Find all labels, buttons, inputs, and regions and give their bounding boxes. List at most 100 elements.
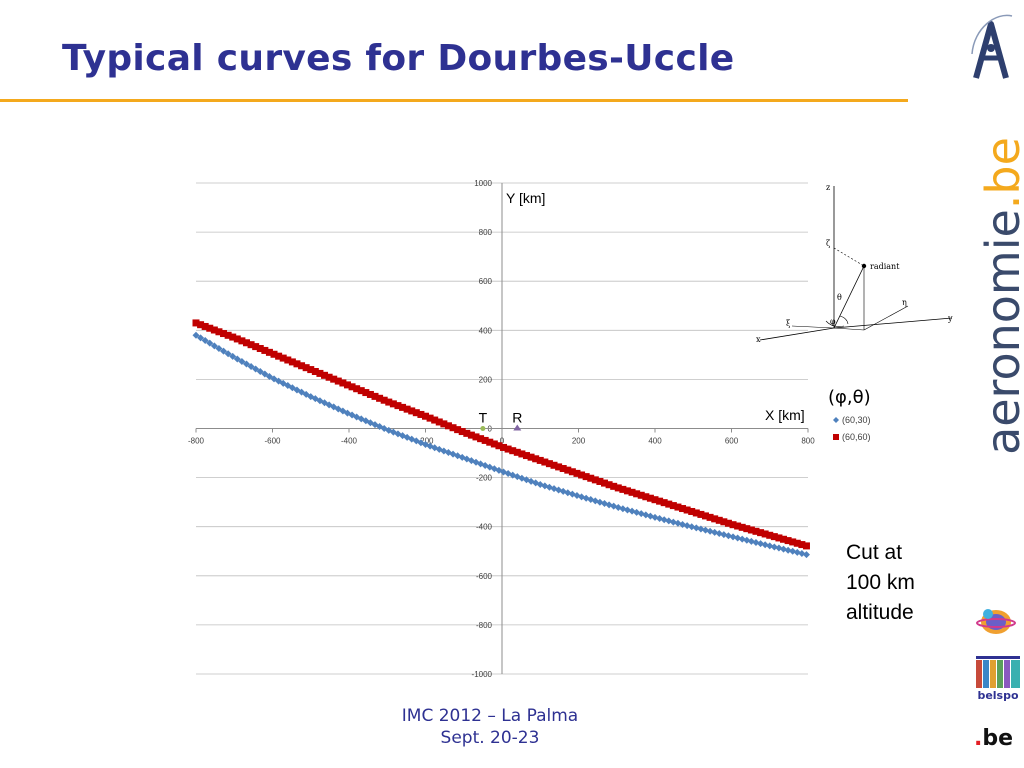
- coordinate-diagram: z ζ radiant θ φ η y ξ x: [756, 183, 953, 344]
- series-point: [224, 350, 232, 358]
- series-point: [224, 331, 232, 339]
- series-point: [215, 328, 223, 336]
- series-point: [582, 473, 590, 481]
- series-point: [527, 453, 535, 461]
- series-point: [394, 402, 402, 410]
- series-point: [389, 400, 397, 408]
- series-point: [591, 476, 599, 484]
- series-point: [665, 500, 673, 508]
- series-point: [220, 330, 228, 338]
- y-tick-label: 200: [479, 375, 493, 384]
- series-point: [564, 466, 572, 474]
- series-point: [339, 379, 347, 387]
- series-point: [408, 407, 416, 415]
- series-point: [201, 337, 209, 345]
- diagram-y-axis: [833, 317, 953, 329]
- diagram-label-zeta: ζ: [826, 239, 831, 248]
- series-point: [233, 355, 241, 363]
- series-point: [334, 377, 342, 385]
- series-point: [298, 362, 306, 370]
- series-0: [192, 331, 810, 559]
- series-point: [261, 370, 269, 378]
- x-tick-label: 0: [500, 437, 505, 446]
- footer-dates: Sept. 20-23: [440, 728, 540, 748]
- series-point: [275, 352, 283, 360]
- y-tick-label: 400: [479, 326, 493, 335]
- series-point: [720, 518, 728, 526]
- series-point: [325, 373, 333, 381]
- series-point: [743, 525, 751, 533]
- x-tick-label: 200: [572, 437, 586, 446]
- series-point: [380, 396, 388, 404]
- legend-heading: (φ,θ): [828, 387, 871, 408]
- series-point: [798, 541, 806, 549]
- belspo-bars-icon: [976, 656, 1020, 688]
- diagram-label-y: y: [947, 314, 953, 323]
- series-point: [513, 448, 521, 456]
- x-tick-label: 800: [801, 437, 815, 446]
- series-point: [376, 394, 384, 402]
- series-point: [541, 458, 549, 466]
- series-point: [201, 322, 209, 330]
- diagram-label-z: z: [826, 183, 830, 192]
- series-point: [738, 523, 746, 531]
- series-point: [614, 484, 622, 492]
- series-point: [444, 422, 452, 430]
- be-logo-text: be: [982, 726, 1014, 751]
- series-1: [192, 319, 810, 550]
- series-point: [362, 389, 370, 397]
- series-point: [711, 515, 719, 523]
- series-point: [619, 485, 627, 493]
- series-point: [674, 503, 682, 511]
- series-point: [628, 488, 636, 496]
- series-point: [555, 463, 563, 471]
- series-point: [706, 513, 714, 521]
- y-axis-title: Y [km]: [506, 190, 545, 206]
- series-point: [802, 551, 810, 559]
- series-point: [371, 392, 379, 400]
- series-point: [729, 521, 737, 529]
- x-tick-label: -600: [264, 437, 281, 446]
- series-point: [242, 360, 250, 368]
- series-point: [761, 530, 769, 538]
- series-point: [403, 405, 411, 413]
- series-point: [330, 375, 338, 383]
- series-point: [623, 487, 631, 495]
- cut-note-line-3: altitude: [846, 601, 914, 624]
- series-point: [587, 474, 595, 482]
- series-point: [656, 497, 664, 505]
- series-point: [366, 390, 374, 398]
- series-point: [683, 506, 691, 514]
- series-point: [385, 398, 393, 406]
- series-point: [757, 529, 765, 537]
- series-point: [192, 319, 200, 327]
- cut-note-line-2: 100 km: [846, 571, 915, 594]
- series-point: [688, 507, 696, 515]
- series-point: [252, 343, 260, 351]
- station-label: T: [479, 410, 488, 426]
- footer-event: IMC 2012 – La Palma: [401, 706, 579, 726]
- series-point: [238, 357, 246, 365]
- series-point: [784, 537, 792, 545]
- series-point: [426, 414, 434, 422]
- series-point: [536, 456, 544, 464]
- legend-label: (60,60): [842, 432, 871, 442]
- series-point: [747, 526, 755, 534]
- series-point: [601, 479, 609, 487]
- series-point: [206, 324, 214, 332]
- series-point: [233, 335, 241, 343]
- series-point: [578, 471, 586, 479]
- series-point: [504, 445, 512, 453]
- series-point: [715, 516, 723, 524]
- series-point: [467, 431, 475, 439]
- slide-title: Typical curves for Dourbes-Uccle: [62, 38, 735, 79]
- series-point: [302, 364, 310, 372]
- series-point: [775, 534, 783, 542]
- series-point: [311, 367, 319, 375]
- series-point: [752, 527, 760, 535]
- series-point: [477, 435, 485, 443]
- series-point: [766, 531, 774, 539]
- series-point: [242, 339, 250, 347]
- series-point: [197, 334, 205, 342]
